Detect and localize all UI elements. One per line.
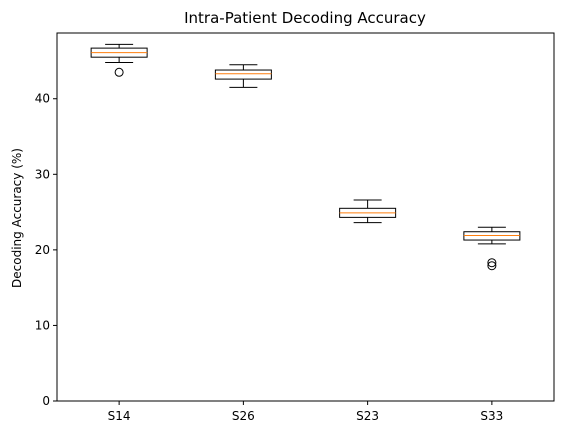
chart-title: Intra-Patient Decoding Accuracy (184, 9, 426, 27)
box-S26 (214, 64, 272, 88)
y-tick-label: 20 (35, 243, 50, 257)
y-tick-label: 10 (35, 318, 50, 332)
x-tick-label: S33 (480, 409, 503, 423)
box-group (90, 43, 521, 271)
y-tick-label: 30 (35, 167, 50, 181)
x-tick-label: S23 (356, 409, 379, 423)
outlier-point (487, 261, 497, 271)
box-S33 (463, 226, 521, 271)
x-axis-ticks: S14 S26 S23 S33 (108, 401, 503, 423)
x-tick-label: S26 (232, 409, 255, 423)
y-tick-label: 0 (42, 394, 50, 408)
box-S23 (339, 199, 397, 224)
outlier-point (114, 67, 124, 77)
y-axis-ticks: 0 10 20 30 40 (35, 92, 57, 408)
y-tick-label: 40 (35, 92, 50, 106)
x-tick-label: S14 (108, 409, 131, 423)
box-S14 (90, 43, 148, 77)
y-axis-label: Decoding Accuracy (%) (10, 148, 24, 288)
plot-frame (56, 32, 555, 402)
iqr-box (214, 69, 272, 80)
outlier-point (487, 258, 497, 268)
